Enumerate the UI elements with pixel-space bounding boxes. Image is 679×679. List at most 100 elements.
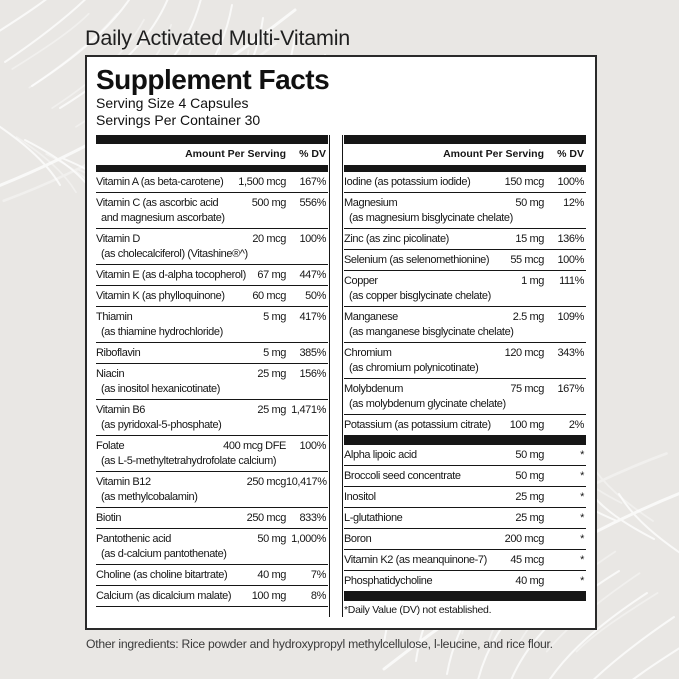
amount-per-serving-header: Amount Per Serving — [443, 148, 544, 160]
vitamin-rows: Vitamin A (as beta-carotene) 1,500 mcg 167… — [96, 172, 328, 607]
supplement-facts-panel: Supplement Facts Serving Size 4 Capsules… — [85, 55, 597, 630]
nutrient-name-secondary: (as molybdenum glycinate chelate) — [349, 398, 506, 410]
nutrient-dv: 167% — [299, 176, 326, 188]
nutrient-amount: 40 mg — [257, 569, 286, 581]
nutrient-name: Thiamin — [96, 311, 133, 323]
nutrient-dv: 109% — [557, 311, 584, 323]
nutrient-dv: * — [580, 449, 584, 461]
nutrient-name-secondary: (as cholecalciferol) (Vitashine®^) — [101, 248, 248, 260]
nutrient-row: Boron 200 mcg * — [344, 529, 586, 550]
nutrient-row: Selenium (as selenomethionine) 55 mcg 100% — [344, 250, 586, 271]
nutrient-row: Vitamin B6 25 mg 1,471% (as pyridoxal-5-pho… — [96, 400, 328, 436]
nutrient-name: L-glutathione — [344, 512, 403, 524]
nutrient-row: Vitamin B12 250 mcg 10,417% (as methylcobal… — [96, 472, 328, 508]
divider-bar-section — [344, 436, 586, 445]
nutrient-name-secondary: (as copper bisglycinate chelate) — [349, 290, 491, 302]
mineral-rows: Iodine (as potassium iodide) 150 mcg 100% M… — [344, 172, 586, 436]
nutrient-name: Phosphatidycholine — [344, 575, 433, 587]
nutrient-row: Alpha lipoic acid 50 mg * — [344, 445, 586, 466]
nutrient-amount: 25 mg — [257, 368, 286, 380]
nutrient-name: Selenium (as selenomethionine) — [344, 254, 490, 266]
divider-bar-header — [96, 165, 328, 172]
nutrient-row: Phosphatidycholine 40 mg * — [344, 571, 586, 592]
nutrient-row: Vitamin C (as ascorbic acid 500 mg 556% and… — [96, 193, 328, 229]
nutrient-row: Magnesium 50 mg 12% (as magnesium bisglycin… — [344, 193, 586, 229]
nutrient-row: Manganese 2.5 mg 109% (as manganese bisglyc… — [344, 307, 586, 343]
percent-dv-header: % DV — [557, 148, 584, 160]
nutrient-name-secondary: (as L-5-methyltetrahydrofolate calcium) — [101, 455, 277, 467]
nutrient-dv: 8% — [310, 590, 327, 602]
nutrient-name-secondary: (as manganese bisglycinate chelate) — [349, 326, 514, 338]
nutrient-dv: 417% — [299, 311, 326, 323]
nutrient-dv: 343% — [557, 347, 584, 359]
nutrient-name: Molybdenum — [344, 383, 403, 395]
nutrient-amount: 25 mg — [515, 512, 544, 524]
nutrient-dv: 100% — [299, 233, 326, 245]
nutrient-name: Magnesium — [344, 197, 398, 209]
nutrient-column-left: Amount Per Serving % DV Vitamin A (as be… — [96, 135, 330, 617]
nutrient-amount: 15 mg — [515, 233, 544, 245]
nutrient-dv: 111% — [559, 275, 584, 287]
nutrient-amount: 60 mcg — [252, 290, 286, 302]
nutrient-amount: 45 mcg — [510, 554, 544, 566]
nutrient-name-secondary: (as chromium polynicotinate) — [349, 362, 479, 374]
nutrient-dv: 50% — [305, 290, 326, 302]
nutrient-dv: 1,471% — [291, 404, 326, 416]
nutrient-name-secondary: (as inositol hexanicotinate) — [101, 383, 221, 395]
nutrient-amount: 25 mg — [257, 404, 286, 416]
nutrient-row: Thiamin 5 mg 417% (as thiamine hydrochlorid… — [96, 307, 328, 343]
nutrient-name: Pantothenic acid — [96, 533, 171, 545]
nutrient-row: Iodine (as potassium iodide) 150 mcg 100% — [344, 172, 586, 193]
nutrient-name: Inositol — [344, 491, 376, 503]
nutrient-row: L-glutathione 25 mg * — [344, 508, 586, 529]
nutrient-dv: * — [580, 554, 584, 566]
divider-bar-top — [96, 135, 328, 144]
nutrient-name: Chromium — [344, 347, 392, 359]
nutrient-amount: 67 mg — [257, 269, 286, 281]
nutrient-amount: 100 mg — [251, 590, 287, 602]
other-nutrient-rows: Alpha lipoic acid 50 mg * Broccoli seed con… — [344, 445, 586, 592]
nutrient-name: Vitamin C (as ascorbic acid — [96, 197, 219, 209]
nutrient-dv: * — [580, 575, 584, 587]
nutrient-amount: 150 mcg — [504, 176, 545, 188]
nutrient-dv: 136% — [557, 233, 584, 245]
nutrient-name-secondary: and magnesium ascorbate) — [101, 212, 225, 224]
serving-size-text: Serving Size 4 Capsules — [96, 95, 249, 111]
nutrient-name: Vitamin D — [96, 233, 140, 245]
nutrient-dv: 10,417% — [286, 476, 327, 488]
nutrient-row: Pantothenic acid 50 mg 1,000% (as d-calcium… — [96, 529, 328, 565]
nutrient-dv: * — [580, 512, 584, 524]
nutrient-dv: 447% — [299, 269, 326, 281]
nutrient-amount: 50 mg — [515, 470, 544, 482]
nutrient-amount: 100 mg — [509, 419, 545, 431]
nutrient-dv: * — [580, 533, 584, 545]
nutrient-name: Iodine (as potassium iodide) — [344, 176, 471, 188]
nutrient-row: Calcium (as dicalcium malate) 100 mg 8% — [96, 586, 328, 607]
nutrient-amount: 400 mcg DFE — [223, 440, 286, 452]
nutrient-dv: 2% — [568, 419, 585, 431]
nutrient-dv: 167% — [557, 383, 584, 395]
nutrient-amount: 55 mcg — [510, 254, 544, 266]
nutrient-amount: 50 mg — [515, 449, 544, 461]
nutrient-name-secondary: (as thiamine hydrochloride) — [101, 326, 223, 338]
nutrient-amount: 500 mg — [251, 197, 287, 209]
nutrient-amount: 50 mg — [257, 533, 286, 545]
nutrient-amount: 5 mg — [263, 347, 286, 359]
nutrient-name: Calcium (as dicalcium malate) — [96, 590, 232, 602]
nutrient-row: Choline (as choline bitartrate) 40 mg 7% — [96, 565, 328, 586]
nutrient-amount: 5 mg — [263, 311, 286, 323]
nutrient-name: Boron — [344, 533, 372, 545]
nutrient-row: Chromium 120 mcg 343% (as chromium polynico… — [344, 343, 586, 379]
nutrient-amount: 50 mg — [515, 197, 544, 209]
nutrient-amount: 25 mg — [515, 491, 544, 503]
nutrient-row: Molybdenum 75 mcg 167% (as molybdenum glyci… — [344, 379, 586, 415]
nutrient-name: Riboflavin — [96, 347, 141, 359]
nutrient-name: Broccoli seed concentrate — [344, 470, 461, 482]
servings-per-container-text: Servings Per Container 30 — [96, 112, 261, 128]
column-header-row: Amount Per Serving % DV — [96, 144, 328, 164]
nutrient-row: Copper 1 mg 111% (as copper bisglycinate ch… — [344, 271, 586, 307]
nutrient-amount: 200 mcg — [504, 533, 545, 545]
nutrient-columns: Amount Per Serving % DV Vitamin A (as be… — [96, 135, 586, 617]
nutrient-row: Vitamin E (as d-alpha tocopherol) 67 mg 44… — [96, 265, 328, 286]
